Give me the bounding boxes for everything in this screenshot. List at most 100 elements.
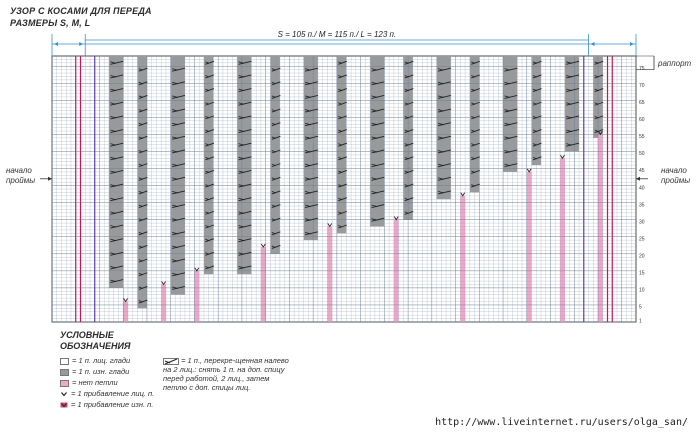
cable-cross-mark	[238, 142, 252, 147]
cable-cross-mark	[238, 197, 245, 201]
cable-cross-mark	[138, 258, 148, 263]
cable-cross-mark	[205, 116, 210, 119]
row-number: 5	[639, 305, 642, 311]
cable-cross-mark	[437, 81, 444, 85]
cable-cross-mark	[138, 163, 143, 167]
cable-cross-mark	[238, 101, 252, 106]
cable-cross-mark	[238, 251, 252, 256]
cable-cross-mark	[172, 68, 178, 71]
cable-cross-mark	[371, 204, 385, 208]
row-number: 35	[639, 202, 645, 208]
cable-cross-mark	[238, 74, 252, 79]
cable-cross-mark	[271, 95, 276, 98]
increase-mark	[393, 216, 399, 221]
increase-mark	[161, 281, 166, 286]
cable-cross-mark	[594, 88, 604, 93]
cable-cross-mark	[304, 231, 311, 235]
cable-cross-mark	[338, 115, 347, 120]
cable-cross-mark	[404, 197, 409, 201]
cable-cross-mark	[437, 136, 444, 139]
cable-cross-mark	[404, 74, 414, 79]
cable-cross-mark	[238, 252, 245, 255]
cable-cross-mark	[594, 88, 599, 92]
cable-cross-mark	[338, 224, 347, 229]
cable-cross-mark	[238, 60, 252, 65]
cable-cross-mark	[172, 204, 186, 208]
cable-cross-mark	[437, 163, 451, 168]
cable-cross-mark	[404, 170, 414, 174]
row-number: 10	[639, 288, 645, 294]
cable-cross-mark	[205, 197, 215, 202]
cable-cross-mark	[172, 81, 178, 85]
cable-cross-mark	[205, 252, 210, 255]
legend-list: = 1 п. лиц. глади = 1 п. изн. глади = нет …	[60, 356, 165, 411]
cable-cross-mark	[172, 285, 186, 290]
cable-cross-mark	[532, 88, 537, 92]
cable-cross-mark	[566, 74, 580, 79]
cable-cross-mark	[138, 299, 148, 304]
legend-item-text: = 1 прибавление изн. п.	[71, 400, 154, 409]
cable-cross-mark	[532, 75, 537, 78]
cable-cross-mark	[338, 75, 343, 78]
cable-cross-mark	[138, 218, 143, 221]
cable-cross-mark	[172, 245, 186, 249]
cable-cross-mark	[371, 163, 378, 167]
cable-cross-mark	[437, 95, 444, 98]
cable-cross-mark	[471, 61, 476, 64]
cable-cross-mark	[238, 265, 252, 270]
legend-item: = нет петли	[60, 378, 165, 387]
cable-cross-mark	[172, 217, 186, 222]
cable-cross-mark	[205, 266, 210, 269]
legend-item: = 1 прибавление лиц. п.	[60, 389, 165, 398]
cable-cross-mark	[172, 259, 178, 262]
cable-cross-mark	[205, 251, 215, 256]
cable-cross-mark	[205, 224, 215, 229]
cable-cross-mark	[138, 217, 148, 222]
cable-cross-mark	[172, 108, 186, 113]
chart-title: УЗОР С КОСАМИ ДЛЯ ПЕРЕДА	[10, 6, 152, 16]
row-number: 65	[639, 100, 645, 106]
cable-cross-mark	[238, 210, 252, 215]
cable-cross-mark	[138, 163, 148, 168]
cable-cross-mark	[566, 102, 573, 105]
cable-cross-mark	[110, 88, 124, 93]
cable-cross-mark	[304, 176, 318, 181]
cable-cross-mark	[138, 122, 143, 126]
cable-cross-mark	[404, 88, 409, 92]
cable-cross-mark	[532, 129, 537, 132]
cable-cross-mark	[338, 170, 347, 174]
cable-cross-mark	[338, 102, 343, 105]
cable-cross-mark	[304, 190, 318, 195]
cable-cross-mark	[110, 183, 124, 188]
source-url[interactable]: http://www.liveinternet.ru/users/olga_sa…	[435, 417, 688, 428]
cable-cross-mark	[138, 177, 143, 180]
cable-cross-mark	[566, 143, 573, 146]
cable-cross-mark	[138, 190, 148, 195]
cable-cross-mark	[271, 204, 276, 208]
cable-cross-mark	[110, 197, 117, 201]
cable-cross-mark	[566, 129, 580, 133]
cable-cross-mark	[304, 94, 318, 99]
cable-cross-mark	[471, 183, 480, 188]
cable-cross-mark	[338, 101, 347, 106]
cable-cross-mark	[172, 245, 178, 248]
cable-cross-mark	[172, 258, 186, 263]
cable-cross-mark	[566, 88, 573, 92]
cable-cross-mark	[437, 176, 451, 181]
cable-cross-mark	[172, 122, 178, 126]
cable-cross-mark	[138, 108, 148, 113]
cable-cross-mark	[138, 109, 143, 112]
cable-cross-mark	[172, 218, 178, 221]
cable-cross-mark	[471, 184, 476, 187]
cable-cross-mark	[271, 135, 281, 140]
cable-cross-mark	[110, 129, 124, 133]
cable-cross-mark	[404, 101, 414, 106]
cable-cross-mark	[304, 191, 311, 194]
cable-cross-mark	[371, 81, 378, 85]
cable-cross-mark	[238, 88, 245, 92]
cable-cross-mark	[138, 204, 143, 208]
armhole-start-left-label: начало проймы	[6, 166, 36, 185]
cable-cross-mark	[110, 224, 124, 229]
cable-cross-mark	[205, 225, 210, 228]
cable-cross-mark	[110, 74, 124, 79]
